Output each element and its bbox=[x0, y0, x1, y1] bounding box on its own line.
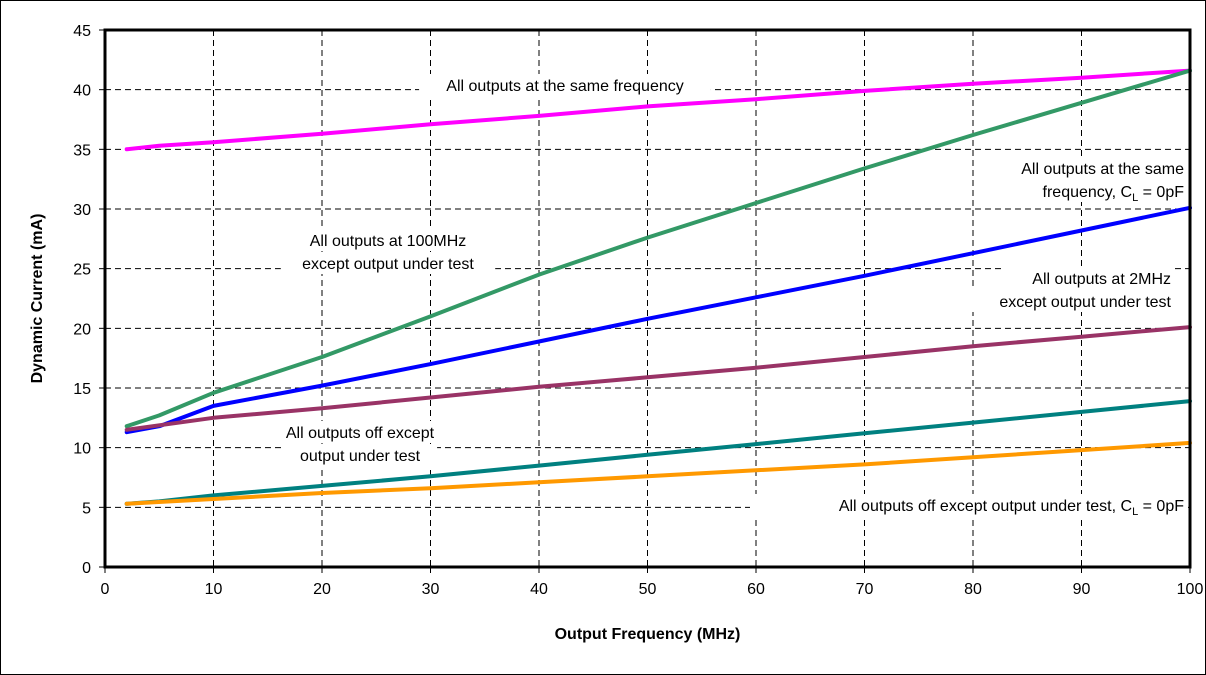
annotation-bg bbox=[282, 444, 438, 466]
x-tick-label: 0 bbox=[101, 581, 110, 598]
y-axis-title: Dynamic Current (mA) bbox=[29, 214, 46, 384]
annotation-bg bbox=[293, 229, 483, 251]
x-tick-label: 50 bbox=[639, 581, 657, 598]
annotation-text: All outputs off except bbox=[286, 425, 435, 442]
x-axis-title: Output Frequency (MHz) bbox=[555, 626, 741, 643]
annotation-text: except output under test bbox=[302, 256, 474, 273]
y-tick-label: 30 bbox=[73, 202, 91, 219]
annotation-6: All outputs off except output under test… bbox=[750, 494, 1188, 518]
series-line-5 bbox=[124, 399, 1192, 506]
annotation-text: All outputs at 2MHz bbox=[1032, 271, 1171, 288]
series-line-1 bbox=[124, 68, 1192, 152]
annotation-4: All outputs at 2MHz except output under t… bbox=[960, 267, 1175, 312]
annotation-5: All outputs off except output under test bbox=[261, 421, 459, 466]
series-line-3 bbox=[124, 205, 1192, 435]
series-line-6 bbox=[124, 440, 1192, 506]
annotation-bg bbox=[1003, 267, 1175, 289]
annotation-text: All outputs at the same bbox=[1021, 161, 1184, 178]
x-tick-label: 100 bbox=[1177, 581, 1204, 598]
x-tick-label: 10 bbox=[205, 581, 223, 598]
annotation-text: All outputs off except output under test… bbox=[839, 498, 1184, 518]
annotation-text: except output under test bbox=[999, 294, 1171, 311]
y-tick-label: 20 bbox=[73, 321, 91, 338]
x-tick-label: 80 bbox=[964, 581, 982, 598]
annotation-text: All outputs at the same frequency bbox=[446, 78, 683, 95]
annotation-bg bbox=[261, 421, 459, 443]
y-tick-label: 35 bbox=[73, 142, 91, 159]
series-line-4 bbox=[124, 325, 1192, 432]
annotation-bg bbox=[280, 252, 496, 274]
annotation-2: All outputs at the same frequency, CL = 0… bbox=[982, 157, 1188, 204]
annotation-text: frequency, CL = 0pF bbox=[1043, 184, 1185, 204]
y-tick-label: 40 bbox=[73, 83, 91, 100]
y-tick-label: 5 bbox=[82, 500, 91, 517]
annotation-bg bbox=[419, 74, 711, 96]
x-tick-label: 30 bbox=[422, 581, 440, 598]
y-tick-label: 0 bbox=[82, 560, 91, 577]
annotation-bg bbox=[960, 290, 1175, 312]
annotation-3: All outputs at 100MHz except output under… bbox=[280, 229, 496, 274]
y-tick-label: 15 bbox=[73, 381, 91, 398]
x-tick-label: 20 bbox=[313, 581, 331, 598]
x-tick-label: 40 bbox=[530, 581, 548, 598]
x-tick-label: 60 bbox=[747, 581, 765, 598]
annotation-bg bbox=[1016, 180, 1188, 202]
y-tick-label: 45 bbox=[73, 23, 91, 40]
annotation-text: output under test bbox=[300, 448, 421, 465]
annotation-text: All outputs at 100MHz bbox=[310, 233, 467, 250]
annotation-bg bbox=[750, 494, 1188, 516]
x-tick-label: 70 bbox=[856, 581, 874, 598]
annotation-bg bbox=[982, 157, 1188, 179]
series-line-2 bbox=[124, 68, 1192, 429]
x-tick-label: 90 bbox=[1073, 581, 1091, 598]
y-tick-label: 10 bbox=[73, 441, 91, 458]
y-tick-label: 25 bbox=[73, 262, 91, 279]
annotation-1: All outputs at the same frequency bbox=[419, 74, 711, 96]
